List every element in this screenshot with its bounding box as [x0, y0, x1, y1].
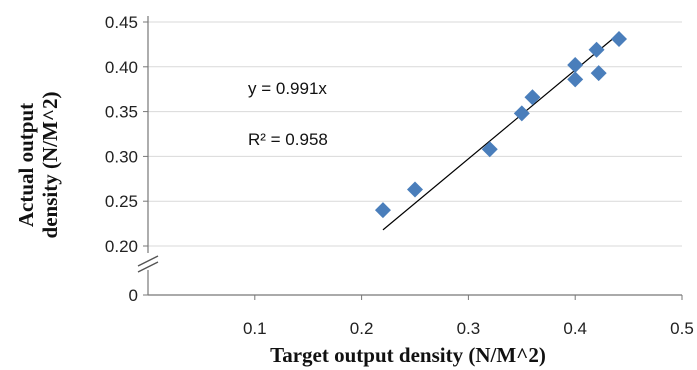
x-tick-labels: 0.1 0.2 0.3 0.4 0.5 [243, 319, 694, 338]
y-tick-label: 0.20 [105, 237, 138, 256]
data-point [610, 31, 627, 48]
trendline [382, 34, 619, 231]
x-tick-label: 0.3 [457, 319, 481, 338]
x-tick-label: 0.2 [350, 319, 374, 338]
x-axis-title: Target output density (N/M^2) [270, 343, 546, 367]
axis-break-mark-2 [137, 261, 159, 273]
data-points [374, 31, 627, 219]
data-point [590, 65, 607, 82]
data-point [407, 181, 423, 198]
data-point [524, 89, 541, 106]
x-tick-label: 0.4 [563, 319, 587, 338]
x-tick-label: 0.1 [243, 319, 267, 338]
r-squared-label: R² = 0.958 [248, 130, 328, 149]
y-tick-label: 0.40 [105, 58, 138, 77]
y-axis-title-line-1: Actual output [14, 103, 38, 227]
data-point [481, 141, 498, 158]
gridlines [148, 21, 682, 247]
data-point [567, 57, 584, 74]
data-point [567, 71, 584, 88]
axes [136, 16, 683, 300]
data-point [374, 202, 391, 219]
trendline-equation: y = 0.991x [248, 79, 327, 98]
trendline-group [382, 34, 619, 231]
y-tick-label: 0.45 [105, 13, 138, 32]
y-tick-label: 0.35 [105, 103, 138, 122]
y-axis-title: Actual output density (N/M^2) [14, 92, 62, 239]
data-point [588, 41, 605, 58]
y-tick-label: 0.30 [105, 147, 138, 166]
data-point [513, 105, 530, 122]
y-tick-label: 0.25 [105, 192, 138, 211]
x-tick-label: 0.5 [670, 319, 694, 338]
y-axis-title-line-2: density (N/M^2) [38, 92, 62, 239]
axis-break-mark-1 [137, 255, 159, 267]
y-tick-labels: 0.20 0.25 0.30 0.35 0.40 0.45 0 [105, 13, 138, 305]
y-tick-label-zero: 0 [129, 286, 138, 305]
